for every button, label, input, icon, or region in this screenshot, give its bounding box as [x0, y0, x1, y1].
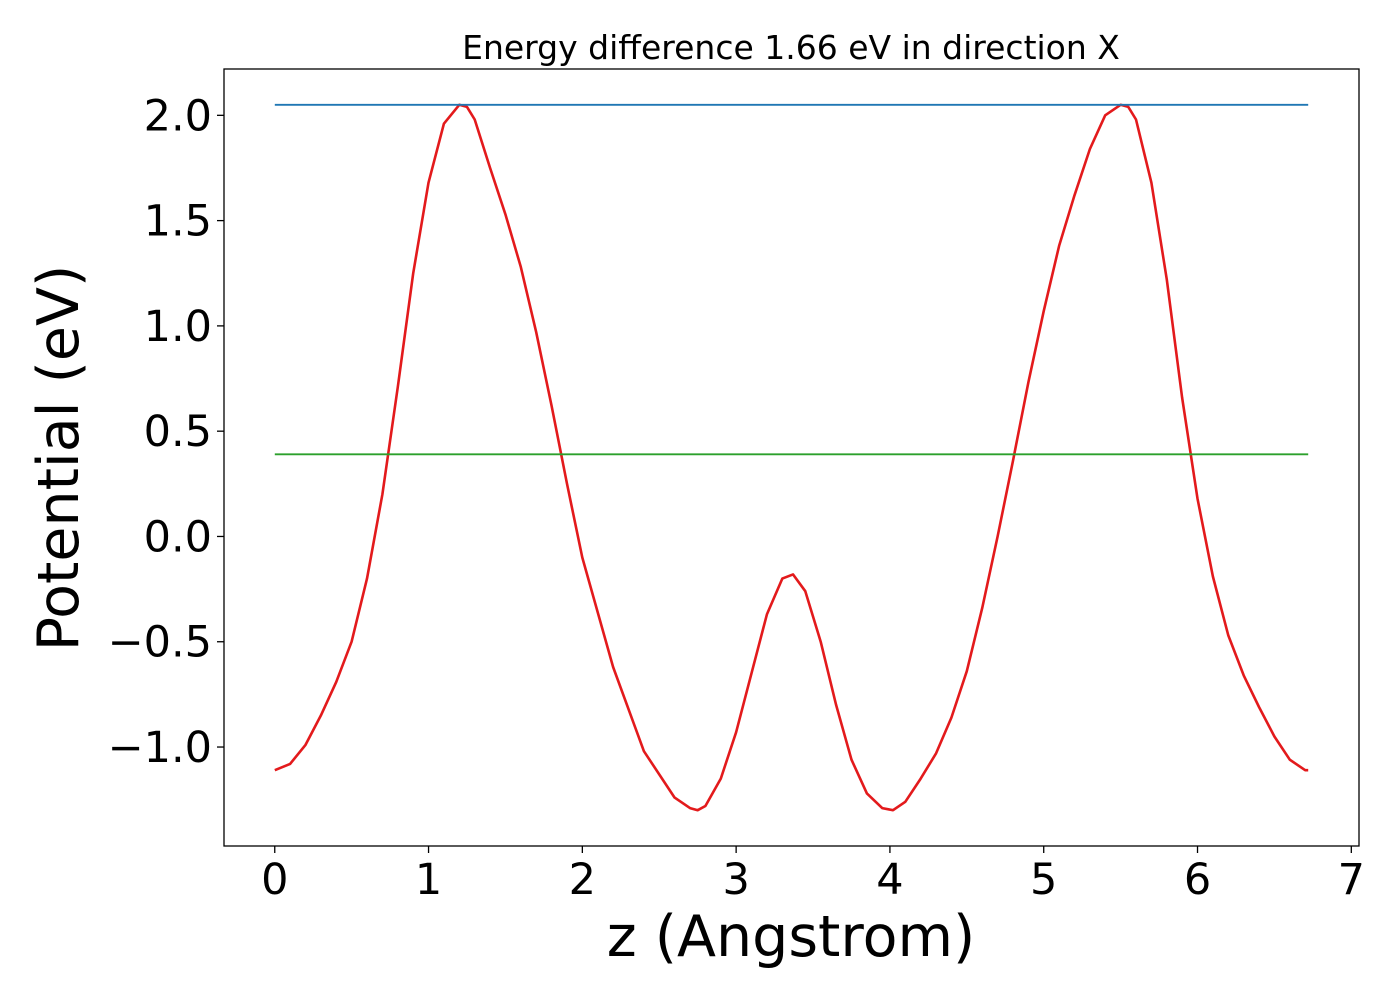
y-tick-label: 1.5 [144, 197, 212, 247]
series-layer [274, 103, 1309, 812]
x-tick-label: 6 [1184, 855, 1211, 905]
x-tick-label: 4 [876, 855, 903, 905]
y-tick-label: 1.0 [144, 302, 212, 352]
x-axis-label: z (Angstrom) [607, 904, 975, 970]
chart-title: Energy difference 1.66 eV in direction X [462, 28, 1120, 67]
y-tick-label: −0.5 [108, 618, 212, 668]
x-tick-label: 2 [569, 855, 596, 905]
series-line-0 [274, 103, 1309, 812]
x-tick-label: 1 [415, 855, 442, 905]
x-tick-label: 0 [261, 855, 288, 905]
y-axis-ticks: −1.0 −0.5 0.0 0.5 1.0 1.5 2.0 [108, 91, 224, 773]
x-tick-label: 7 [1338, 855, 1365, 905]
y-tick-label: 0.0 [144, 512, 212, 562]
y-tick-label: 2.0 [144, 91, 212, 141]
x-axis-ticks: 0 1 2 3 4 5 6 7 [261, 846, 1365, 905]
y-tick-label: 0.5 [144, 407, 212, 457]
y-axis-label: Potential (eV) [26, 265, 92, 651]
x-tick-label: 3 [722, 855, 749, 905]
plot-frame [223, 68, 1360, 847]
x-tick-label: 5 [1030, 855, 1057, 905]
y-tick-label: −1.0 [108, 723, 212, 773]
